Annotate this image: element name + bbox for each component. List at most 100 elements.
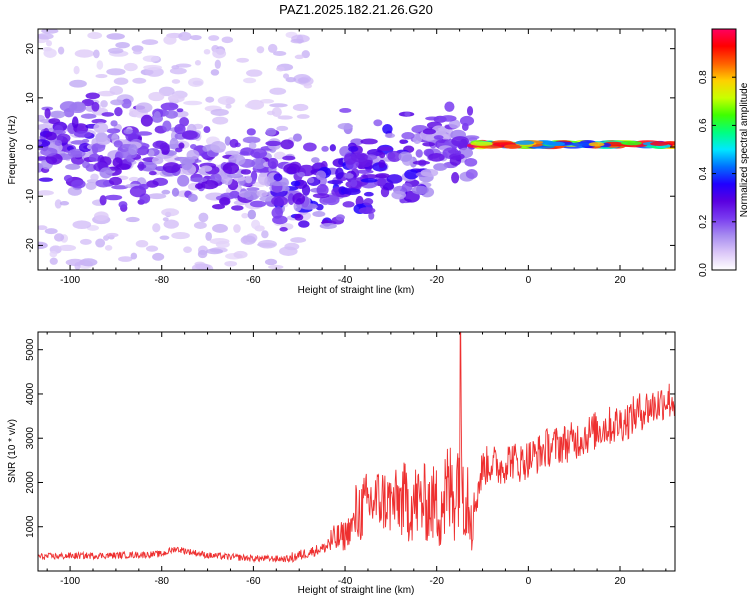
heatmap-cell	[276, 125, 289, 131]
heatmap-cell	[210, 108, 229, 116]
heatmap-cell	[135, 102, 153, 113]
heatmap-cell	[111, 185, 129, 190]
heatmap-cell	[294, 213, 304, 221]
heatmap-cell	[339, 107, 352, 113]
spectrogram-x-ticks: -100 -80 -60 -40 -20 0 20	[46, 29, 667, 286]
heatmap-cell	[342, 201, 355, 208]
x-tick-label: -40	[338, 576, 353, 587]
heatmap-cell	[425, 116, 440, 121]
heatmap-cell	[221, 36, 234, 44]
colorbar-ticks: 0.0 0.2 0.4 0.6 0.8	[698, 70, 736, 277]
heatmap-cell	[123, 128, 133, 135]
heatmap-cell	[321, 145, 329, 152]
heatmap-cell	[49, 250, 58, 258]
heatmap-cell	[141, 39, 159, 46]
heatmap-cell	[275, 206, 283, 215]
heatmap-cell	[131, 45, 144, 52]
heatmap-cell	[121, 98, 132, 109]
heatmap-cell	[391, 190, 407, 200]
heatmap-cell	[335, 214, 345, 221]
heatmap-cell	[205, 231, 213, 241]
heatmap-cell	[217, 96, 236, 105]
heatmap-cell	[80, 238, 92, 245]
heatmap-cell	[158, 86, 175, 97]
heatmap-cell	[153, 110, 161, 122]
y-tick-label: 4000	[25, 382, 36, 405]
heatmap-cell	[231, 205, 244, 211]
heatmap-cell	[451, 171, 460, 184]
heatmap-cell	[377, 146, 394, 152]
heatmap-cell	[136, 131, 153, 136]
colorbar-tick-label: 0.0	[698, 263, 709, 277]
heatmap-cell	[115, 41, 130, 49]
heatmap-cell	[96, 136, 111, 146]
heatmap-cell	[141, 161, 156, 166]
heatmap-cell	[161, 189, 171, 195]
heatmap-cell	[176, 108, 184, 113]
heatmap-cell	[243, 77, 257, 84]
heatmap-cell	[162, 162, 181, 173]
y-tick-label: -10	[25, 189, 36, 204]
heatmap-cell	[163, 219, 179, 229]
y-tick-label: 0	[25, 144, 36, 150]
heatmap-cell	[285, 77, 297, 83]
heatmap-cell	[81, 138, 90, 143]
heatmap-cell	[58, 244, 77, 252]
heatmap-cell	[251, 219, 261, 230]
heatmap-cell	[161, 208, 180, 217]
heatmap-cell	[159, 142, 170, 152]
heatmap-cell	[224, 260, 238, 267]
heatmap-cell	[38, 190, 54, 196]
heatmap-cell	[470, 141, 494, 146]
heatmap-cell	[212, 223, 228, 233]
y-tick-label: 3000	[25, 427, 36, 450]
heatmap-cell	[350, 179, 358, 188]
heatmap-cell	[271, 196, 288, 207]
heatmap-cell	[137, 161, 145, 172]
heatmap-cell	[190, 143, 197, 150]
heatmap-cell	[203, 264, 214, 270]
heatmap-cell	[88, 153, 101, 162]
heatmap-cell	[270, 181, 287, 187]
heatmap-cell	[91, 101, 100, 112]
heatmap-cell	[72, 220, 92, 230]
heatmap-cell	[93, 49, 100, 59]
heatmap-cell	[132, 77, 147, 84]
heatmap-cell	[373, 119, 383, 127]
heatmap-cell	[227, 173, 244, 179]
heatmap-cell	[145, 245, 159, 252]
heatmap-cell	[303, 83, 312, 89]
heatmap-cell	[106, 128, 121, 134]
heatmap-cell	[363, 198, 374, 206]
snr-frame	[37, 331, 676, 572]
heatmap-cell	[264, 258, 278, 266]
heatmap-cell	[105, 232, 119, 238]
heatmap-cell	[233, 250, 248, 259]
heatmap-cell	[169, 67, 187, 75]
heatmap-cell	[219, 197, 231, 206]
heatmap-cell	[208, 35, 220, 41]
heatmap-cell	[360, 178, 378, 183]
heatmap-cell	[268, 264, 284, 270]
heatmap-cell	[244, 103, 258, 109]
heatmap-cell	[45, 40, 53, 47]
heatmap-cell	[229, 138, 239, 148]
heatmap-cell	[296, 114, 310, 119]
x-tick-label: 0	[526, 275, 532, 286]
heatmap-cell	[362, 174, 379, 180]
heatmap-cell	[401, 182, 413, 192]
heatmap-cell	[398, 151, 413, 162]
heatmap-cell	[38, 156, 48, 161]
y-tick-label: 5000	[25, 338, 36, 361]
heatmap-cell	[412, 133, 423, 145]
heatmap-cell	[113, 77, 129, 85]
x-tick-label: -100	[60, 275, 80, 286]
heatmap-cell	[386, 174, 403, 184]
x-tick-label: 0	[526, 576, 532, 587]
heatmap-cell	[356, 169, 374, 174]
heatmap-cell	[147, 149, 155, 157]
heatmap-cell	[290, 237, 307, 243]
heatmap-cell	[292, 103, 309, 112]
heatmap-cell	[103, 235, 110, 241]
heatmap-cell	[428, 152, 445, 162]
